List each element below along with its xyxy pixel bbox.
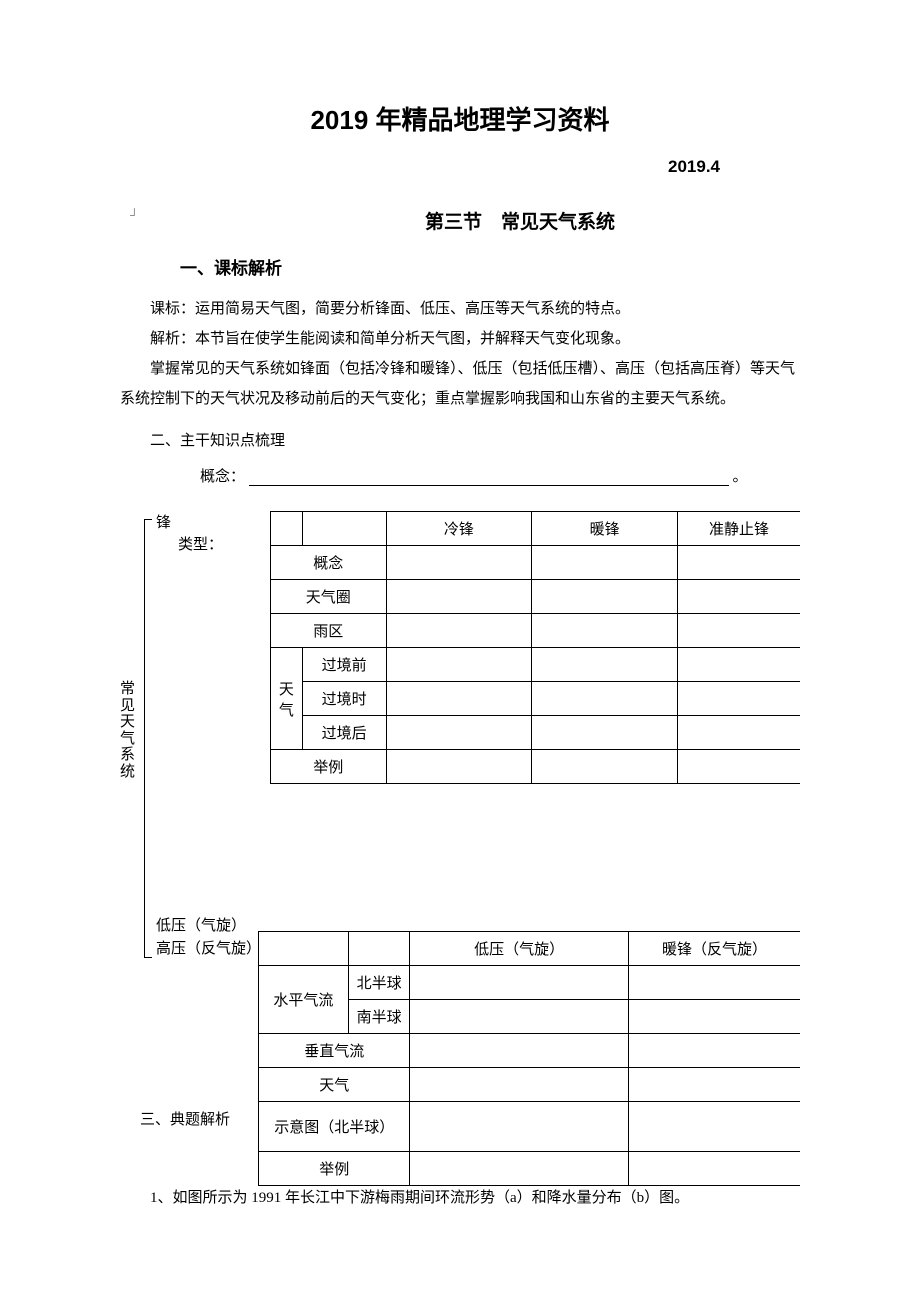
diagram-vertical-label: 常见天气系统 <box>120 681 136 780</box>
branch-type: 类型： <box>178 535 223 556</box>
table-row: 水平气流 北半球 <box>259 966 801 1000</box>
row-southern-hemi: 南半球 <box>348 1000 410 1034</box>
heading-standard: 一、课标解析 <box>180 254 800 279</box>
col-high-pressure: 暖锋（反气旋） <box>628 932 800 966</box>
table-row: 过境时 <box>271 682 801 716</box>
col-cold-front: 冷锋 <box>386 512 532 546</box>
col-warm-front: 暖锋 <box>532 512 678 546</box>
paragraph-detail: 掌握常见的天气系统如锋面（包括冷锋和暖锋）、低压（包括低压槽）、高压（包括高压脊… <box>120 354 800 414</box>
concept-blank-line <box>249 485 729 486</box>
col-low-pressure: 低压（气旋） <box>410 932 629 966</box>
question-1: 1、如图所示为 1991 年长江中下游梅雨期间环流形势（a）和降水量分布（b）图… <box>150 1186 800 1207</box>
table-row: 概念 <box>271 546 801 580</box>
col-stationary-front: 准静止锋 <box>677 512 800 546</box>
row-example: 举例 <box>271 750 387 784</box>
diagram-bracket <box>138 511 152 966</box>
section-title: 第三节 常见天气系统 <box>240 207 800 234</box>
heading-examples: 三、典题解析 <box>140 1108 230 1129</box>
row-rain-zone: 雨区 <box>271 614 387 648</box>
table-row: 天气 过境前 <box>271 648 801 682</box>
concept-fill-row: 概念： 。 <box>200 465 800 486</box>
row-vertical-flow: 垂直气流 <box>259 1034 410 1068</box>
row-weather-group: 天气 <box>271 648 303 750</box>
branch-feng: 锋 <box>156 513 171 534</box>
row-during-pass: 过境时 <box>302 682 386 716</box>
paragraph-standard: 课标：运用简易天气图，简要分析锋面、低压、高压等天气系统的特点。 <box>120 294 800 324</box>
row-northern-hemi: 北半球 <box>348 966 410 1000</box>
table-row: 天气圈 <box>271 580 801 614</box>
branch-low-pressure: 低压（气旋） <box>156 916 246 937</box>
row-weather: 天气 <box>259 1068 410 1102</box>
table-row: 雨区 <box>271 614 801 648</box>
table-row: 冷锋 暖锋 准静止锋 <box>271 512 801 546</box>
table-row: 低压（气旋） 暖锋（反气旋） <box>259 932 801 966</box>
front-types-table: 冷锋 暖锋 准静止锋 概念 天气圈 雨区 天气 过境前 过境 <box>270 511 800 784</box>
row-horizontal-flow: 水平气流 <box>259 966 349 1034</box>
document-date: 2019.4 <box>120 157 800 177</box>
branch-high-pressure: 高压（反气旋） <box>156 939 261 960</box>
concept-period: 。 <box>733 469 748 485</box>
row-schematic: 示意图（北半球） <box>259 1102 410 1152</box>
row-weather-circle: 天气圈 <box>271 580 387 614</box>
paragraph-analysis: 解析：本节旨在使学生能阅读和简单分析天气图，并解释天气变化现象。 <box>120 324 800 354</box>
heading-outline: 二、主干知识点梳理 <box>150 429 800 450</box>
table-row: 天气 <box>259 1068 801 1102</box>
table-row: 举例 <box>259 1152 801 1186</box>
table-row: 示意图（北半球） <box>259 1102 801 1152</box>
table-row: 过境后 <box>271 716 801 750</box>
corner-crop-mark: ┘ <box>130 208 139 223</box>
row-example2: 举例 <box>259 1152 410 1186</box>
table-row: 垂直气流 <box>259 1034 801 1068</box>
concept-label: 概念： <box>200 469 245 485</box>
row-after-pass: 过境后 <box>302 716 386 750</box>
pressure-system-table: 低压（气旋） 暖锋（反气旋） 水平气流 北半球 南半球 垂直气流 天气 示意 <box>258 931 800 1186</box>
row-before-pass: 过境前 <box>302 648 386 682</box>
document-main-title: 2019 年精品地理学习资料 <box>120 100 800 137</box>
row-concept: 概念 <box>271 546 387 580</box>
page-root: ┘ 2019 年精品地理学习资料 2019.4 第三节 常见天气系统 一、课标解… <box>0 0 920 1267</box>
questions-block: 1、如图所示为 1991 年长江中下游梅雨期间环流形势（a）和降水量分布（b）图… <box>120 1186 800 1207</box>
table-row: 举例 <box>271 750 801 784</box>
